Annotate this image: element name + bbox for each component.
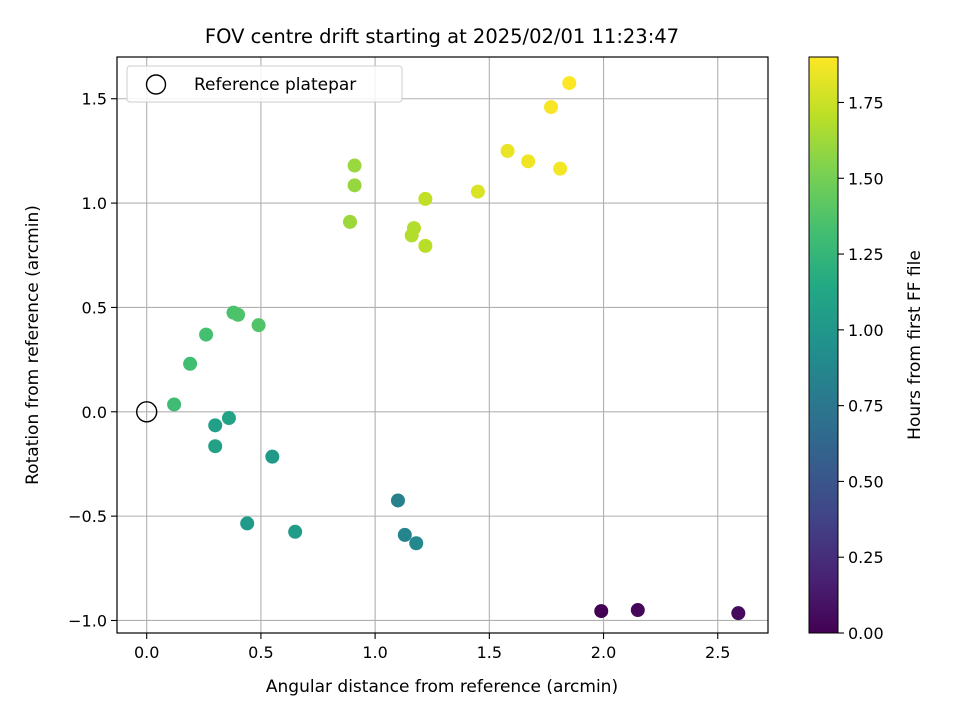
data-point [562,76,577,91]
data-point [199,327,214,342]
y-tick-label: 1.0 [82,194,107,213]
data-point [500,143,515,158]
y-tick-label: 0.0 [82,403,107,422]
colorbar [808,56,839,634]
reference-platepar-marker [135,401,158,423]
colorbar-tick-label: 0.50 [848,472,884,491]
data-point [288,524,303,539]
data-point [731,606,746,621]
y-tick-label: 0.5 [82,298,107,317]
y-tick-label: 1.5 [82,90,107,109]
y-tick-label: −1.0 [68,611,107,630]
data-point [342,214,357,229]
colorbar-ticks: 0.00 0.25 0.50 0.75 1.00 1.25 1.50 1.75 [838,93,884,643]
colorbar-tick-label: 0.00 [848,624,884,643]
x-axis-label: Angular distance from reference (arcmin) [266,677,618,697]
data-point [544,100,558,115]
colorbar-tick-label: 1.25 [848,245,884,264]
data-point [251,318,266,333]
x-tick-label: 1.5 [477,643,502,662]
data-point [418,191,433,206]
colorbar-tick-label: 0.25 [848,548,884,567]
data-point [521,154,536,169]
data-point [347,158,362,173]
x-tick-label: 0.0 [134,643,159,662]
data-point [553,161,568,176]
x-tick-label: 2.5 [705,643,730,662]
data-point [409,536,424,551]
data-point [406,221,421,236]
grid-layer [117,57,768,633]
legend-reference-marker [145,74,167,95]
legend: Reference platepar [126,65,403,103]
colorbar-tick-label: 1.75 [848,93,884,112]
data-point [470,184,485,199]
x-tick-label: 2.0 [591,643,616,662]
colorbar-label: Hours from first FF file [905,250,925,440]
data-point [221,411,236,426]
legend-box [126,65,403,103]
data-point [183,356,198,371]
data-point [265,449,280,464]
points-layer [135,76,746,621]
data-point [418,238,433,253]
plot-frame [116,56,769,634]
colorbar-tick-label: 0.75 [848,397,884,416]
x-tick-label: 1.0 [362,643,387,662]
data-point [397,527,412,542]
data-point [390,493,405,508]
chart-title: FOV centre drift starting at 2025/02/01 … [205,25,679,48]
x-axis-ticks: 0.0 0.5 1.0 1.5 2.0 2.5 [134,633,730,662]
data-point [240,516,255,531]
y-axis-label: Rotation from reference (arcmin) [23,205,43,485]
legend-entry-reference: Reference platepar [194,75,356,95]
y-axis-ticks: −1.0 −0.5 0.0 0.5 1.0 1.5 [68,90,117,630]
data-point [630,603,645,618]
data-point [167,397,182,412]
data-point [208,439,223,454]
data-point [231,307,246,322]
y-tick-label: −0.5 [68,507,107,526]
data-point [347,178,362,193]
colorbar-tick-label: 1.50 [848,169,884,188]
colorbar-tick-label: 1.00 [848,321,884,340]
data-point [208,418,223,433]
data-point [594,604,609,619]
x-tick-label: 0.5 [248,643,273,662]
